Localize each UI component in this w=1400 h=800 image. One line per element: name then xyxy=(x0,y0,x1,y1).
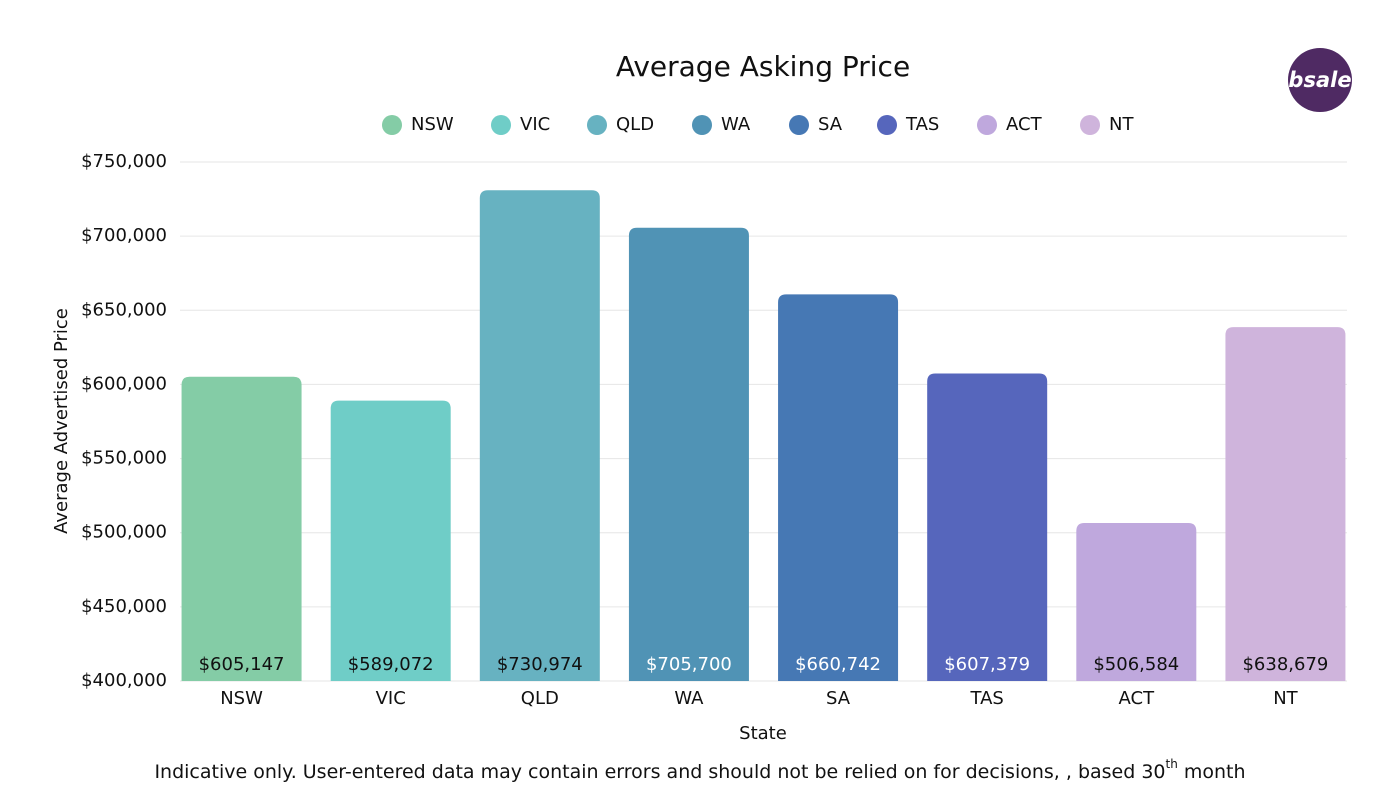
y-tick-label: $450,000 xyxy=(81,596,167,617)
bar xyxy=(479,190,600,682)
footnote: Indicative only. User-entered data may c… xyxy=(154,757,1245,783)
value-label: $589,072 xyxy=(348,654,434,675)
legend-swatch xyxy=(587,115,607,135)
legend-label: TAS xyxy=(905,114,939,135)
x-tick-label: VIC xyxy=(376,688,406,709)
x-tick-label: SA xyxy=(826,688,851,709)
y-tick-label: $550,000 xyxy=(81,448,167,469)
x-tick-label: WA xyxy=(674,688,704,709)
chart-title: Average Asking Price xyxy=(616,50,910,83)
value-label: $605,147 xyxy=(199,654,285,675)
y-tick-label: $700,000 xyxy=(81,225,167,246)
logo: bsale xyxy=(1288,68,1351,92)
y-axis-title: Average Advertised Price xyxy=(51,308,72,534)
x-tick-label: QLD xyxy=(521,688,559,709)
value-label: $705,700 xyxy=(646,654,732,675)
value-label: $506,584 xyxy=(1093,654,1179,675)
x-tick-label: TAS xyxy=(970,688,1004,709)
legend-label: NSW xyxy=(411,114,454,135)
legend-swatch xyxy=(491,115,511,135)
legend-swatch xyxy=(692,115,712,135)
legend-label: WA xyxy=(721,114,751,135)
x-axis-title: State xyxy=(739,723,787,744)
bar xyxy=(628,227,749,682)
y-tick-label: $650,000 xyxy=(81,299,167,320)
legend-label: ACT xyxy=(1006,114,1043,135)
bar xyxy=(1225,327,1346,681)
bar xyxy=(778,294,899,681)
legend-swatch xyxy=(789,115,809,135)
x-tick-label: ACT xyxy=(1119,688,1156,709)
legend-label: SA xyxy=(818,114,843,135)
value-label: $638,679 xyxy=(1242,654,1328,675)
legend-label: QLD xyxy=(616,114,654,135)
legend-swatch xyxy=(1080,115,1100,135)
footnote-tail: month xyxy=(1178,761,1246,783)
bar xyxy=(181,376,302,681)
y-tick-label: $750,000 xyxy=(81,151,167,172)
x-tick-label: NT xyxy=(1273,688,1298,709)
bar xyxy=(1076,522,1197,681)
value-label: $660,742 xyxy=(795,654,881,675)
legend-label: NT xyxy=(1109,114,1134,135)
y-tick-label: $500,000 xyxy=(81,522,167,543)
bar xyxy=(927,373,1048,681)
legend-label: VIC xyxy=(520,114,550,135)
logo-badge xyxy=(1288,48,1352,112)
value-label: $607,379 xyxy=(944,654,1030,675)
bar xyxy=(330,400,451,681)
value-label: $730,974 xyxy=(497,654,583,675)
legend-swatch xyxy=(382,115,402,135)
footnote-sup: th xyxy=(1166,757,1178,771)
y-tick-label: $600,000 xyxy=(81,373,167,394)
footnote-text: Indicative only. User-entered data may c… xyxy=(154,761,1165,783)
x-tick-label: NSW xyxy=(220,688,263,709)
y-tick-label: $400,000 xyxy=(81,670,167,691)
legend-swatch xyxy=(977,115,997,135)
legend-swatch xyxy=(877,115,897,135)
